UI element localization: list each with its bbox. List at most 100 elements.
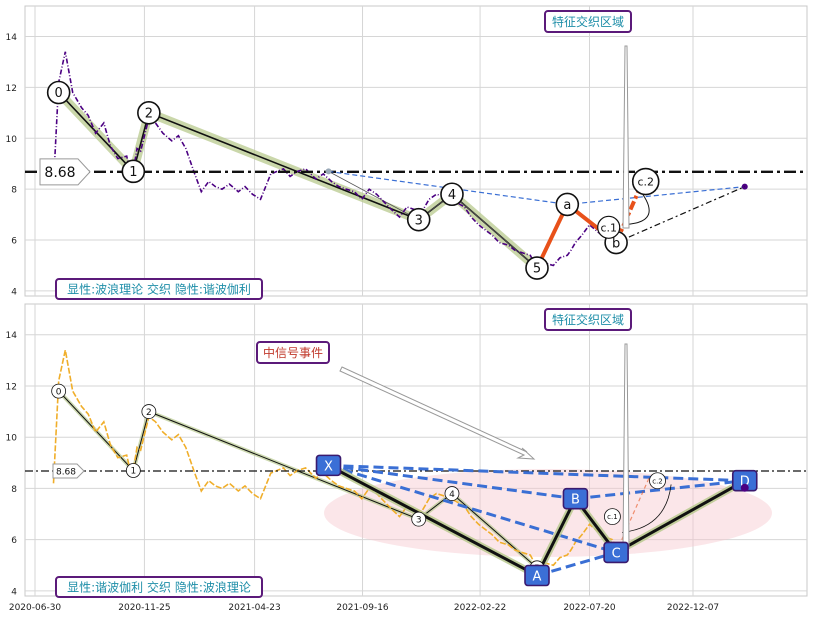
top-y-tick-label: 4 <box>11 287 17 297</box>
pattern-node-label: B <box>571 493 580 508</box>
reference-level-tag <box>39 158 91 186</box>
harmonic-dashed-leg <box>328 463 745 483</box>
bottom-y-tick-label: 6 <box>11 536 17 546</box>
harmonic-dashed-leg <box>575 479 745 501</box>
c-projection <box>615 475 651 553</box>
wave-point-label: 2 <box>146 408 152 418</box>
pattern-node <box>315 454 342 477</box>
wave-point-marker <box>440 182 464 207</box>
bottom-y-ticks: 4 6 8 10 12 14 <box>6 331 18 597</box>
top-y-tick-label: 12 <box>6 84 17 94</box>
pattern-node <box>562 487 589 510</box>
bottom-y-tick-label: 10 <box>6 434 18 444</box>
event-arrow <box>622 45 630 229</box>
price-series <box>52 51 617 270</box>
abc-point-marker <box>555 192 580 217</box>
x-tick-label: 2022-02-22 <box>454 603 506 613</box>
callout-method: 显性:波浪理论 交织 隐性:谐波伽利 <box>67 282 251 297</box>
wave-point-label: 3 <box>415 213 423 228</box>
top-y-tick-label: 6 <box>11 237 17 247</box>
c-arc <box>622 484 672 533</box>
top-y-tick-label: 14 <box>6 33 18 43</box>
wave-point-marker <box>141 404 157 419</box>
wave-secondary-line <box>328 171 538 269</box>
bottom-y-tick-label: 8 <box>11 485 17 495</box>
x-tick-label: 2020-11-25 <box>118 603 170 613</box>
callout-method-box <box>55 278 263 300</box>
wave-point-marker <box>137 101 161 125</box>
minor-point-marker <box>604 508 621 525</box>
pattern-node <box>603 541 629 564</box>
wave-point-marker <box>125 463 141 478</box>
x-axis-ticks: 2020-06-30 2020-11-25 2021-04-23 2021-09-16… <box>9 603 719 613</box>
wave-point-marker <box>444 486 460 501</box>
callout-signal-event: 中信号事件 <box>263 345 323 360</box>
bottom-panel-frame <box>24 303 808 597</box>
signal-arrow <box>339 366 536 460</box>
minor-point-label: c.1 <box>607 513 618 521</box>
callout-feature-zone-box <box>544 308 632 331</box>
top-y-tick-label: 8 <box>11 186 17 196</box>
wave-point-label: 5 <box>533 262 541 277</box>
top-y-tick-label: 10 <box>6 135 18 145</box>
wave-point-label: 0 <box>56 387 62 397</box>
bottom-y-tick-label: 14 <box>6 331 18 341</box>
abc-point-label: a <box>563 198 571 213</box>
harmonic-dashed-leg <box>328 463 576 501</box>
abc-point-label: c.2 <box>637 175 654 188</box>
callout-feature-zone-box <box>544 10 632 33</box>
price-series <box>52 349 617 569</box>
wave-point-label: 4 <box>448 188 456 203</box>
reference-level-label: 8.68 <box>44 165 75 181</box>
wave-point-marker <box>46 80 71 105</box>
wave-point-label: 1 <box>129 165 137 180</box>
x-tick-label: 2022-07-20 <box>563 603 616 613</box>
pattern-node-label: A <box>533 570 542 585</box>
x-tick-label: 2021-09-16 <box>336 603 389 613</box>
wave-point-marker <box>525 256 549 280</box>
x-tick-label: 2020-06-30 <box>9 603 62 613</box>
b-projection-line <box>615 186 746 244</box>
top-grid <box>25 6 807 296</box>
wave-point-label: 3 <box>416 515 422 525</box>
x-tick-label: 2021-04-23 <box>228 603 280 613</box>
callout-method: 显性:谐波伽利 交织 隐性:波浪理论 <box>67 580 251 595</box>
minor-point-marker <box>649 472 666 490</box>
wave-point-label: 1 <box>130 467 136 477</box>
callout-feature-zone: 特征交织区域 <box>552 312 624 327</box>
wave-point-marker <box>411 511 427 527</box>
abc-point-label: b <box>612 236 620 251</box>
wave-point-label: 4 <box>449 490 455 500</box>
pattern-node-label: C <box>612 546 621 561</box>
minor-point-label: c.2 <box>652 477 663 485</box>
reference-level-tag <box>52 463 85 479</box>
bottom-y-tick-label: 4 <box>11 587 17 597</box>
pattern-node-label: X <box>324 459 333 474</box>
wave-point-marker <box>121 159 146 184</box>
callout-signal-event-box <box>256 341 330 364</box>
pattern-node <box>524 564 550 587</box>
wave-point-marker <box>406 207 431 232</box>
top-panel-frame <box>24 5 808 297</box>
callout-feature-zone: 特征交织区域 <box>552 14 624 29</box>
pattern-zone-ellipse <box>324 469 772 557</box>
x-start-dot <box>325 168 332 175</box>
harmonic-dashed-leg <box>328 463 617 554</box>
bottom-plot: 8.68012345c.1c.2XABCD特征交织区域中信号事件显性:谐波伽利 … <box>25 308 807 598</box>
reference-level-label: 8.68 <box>56 468 76 478</box>
harmonic-dashed-leg <box>536 551 617 577</box>
wave-point-marker <box>51 383 67 399</box>
wave-point-label: 0 <box>55 86 63 101</box>
abc-point-marker <box>597 215 621 239</box>
abc-point-label: c.1 <box>600 221 617 234</box>
pattern-node-label: D <box>740 475 750 490</box>
abc-point-marker <box>631 167 660 196</box>
top-y-ticks: 4 6 8 10 12 14 <box>6 33 18 297</box>
callout-method-box <box>55 576 263 598</box>
bottom-y-tick-label: 12 <box>6 382 17 392</box>
wave-point-label: 2 <box>145 107 153 122</box>
